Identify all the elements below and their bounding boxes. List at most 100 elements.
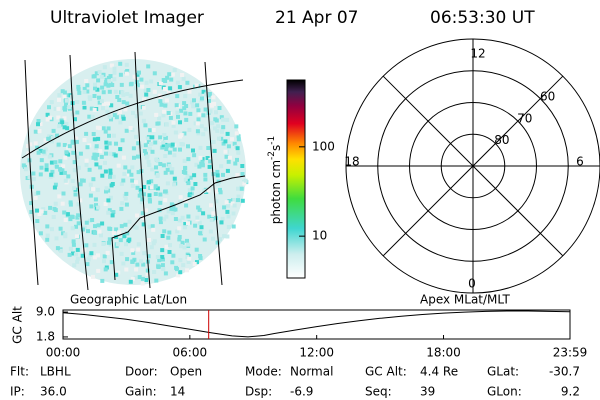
pixel: [136, 247, 141, 252]
pixel: [135, 185, 140, 190]
pixel: [71, 150, 76, 155]
pixel: [97, 126, 102, 131]
pixel: [35, 208, 39, 213]
pixel: [215, 128, 220, 133]
pixel: [121, 92, 126, 97]
pixel: [75, 247, 80, 252]
pixel: [178, 270, 183, 275]
pixel: [169, 77, 174, 82]
pixel: [207, 164, 212, 169]
pixel: [119, 82, 124, 87]
pixel: [168, 243, 172, 248]
pixel: [186, 242, 190, 247]
pixel: [114, 227, 119, 232]
pixel: [60, 120, 65, 125]
pixel: [127, 169, 132, 174]
pixel: [224, 200, 229, 205]
pixel: [57, 194, 62, 199]
pixel: [171, 120, 176, 125]
pixel: [120, 90, 125, 95]
pixel: [54, 236, 59, 241]
pixel: [29, 210, 34, 214]
pixel: [134, 80, 139, 85]
pixel: [78, 182, 83, 187]
pixel: [76, 202, 81, 207]
pixel: [91, 274, 95, 279]
pixel: [183, 222, 188, 226]
pixel: [158, 220, 163, 225]
pixel: [103, 129, 108, 134]
pixel: [177, 226, 182, 231]
pixel: [94, 203, 98, 208]
pixel: [109, 63, 114, 68]
pixel: [45, 233, 50, 238]
pixel: [216, 124, 221, 129]
pixel: [220, 216, 225, 221]
meridian: [134, 51, 151, 289]
pixel: [178, 200, 183, 205]
pixel: [154, 165, 158, 170]
pixel: [202, 237, 207, 242]
pixel: [64, 103, 68, 108]
pixel: [106, 188, 111, 193]
pixel: [123, 107, 128, 112]
pixel: [207, 98, 211, 103]
pixel: [187, 89, 192, 94]
pixel: [176, 114, 180, 119]
pixel: [121, 261, 126, 266]
field-value: 9.2: [561, 385, 580, 399]
pixel: [204, 92, 209, 97]
pixel: [47, 154, 52, 159]
pixel: [188, 190, 192, 195]
pixel: [108, 174, 112, 179]
pixel: [195, 103, 200, 108]
pixel: [137, 275, 142, 280]
pixel: [100, 278, 105, 283]
pixel: [51, 128, 56, 133]
pixel: [62, 143, 67, 147]
pixel: [26, 144, 30, 148]
pixel: [142, 185, 147, 189]
pixel: [148, 128, 153, 133]
field-label: Flt:: [10, 365, 29, 379]
pixel: [56, 115, 61, 120]
pixel: [225, 209, 230, 214]
pixel: [149, 141, 154, 146]
pixel: [109, 183, 114, 188]
pixel: [65, 212, 70, 217]
pixel: [102, 101, 107, 106]
pixel: [86, 229, 90, 234]
pixel: [124, 71, 129, 76]
field-label: GC Alt:: [365, 365, 407, 379]
pixel: [70, 140, 75, 145]
pixel: [56, 106, 61, 111]
title: Ultraviolet Imager: [50, 8, 204, 28]
x-tick-label: 06:00: [173, 346, 208, 360]
pixel: [156, 264, 161, 269]
pixel: [179, 244, 183, 249]
pixel: [126, 239, 131, 244]
pixel: [158, 216, 163, 221]
pixel: [48, 205, 53, 210]
pixel: [197, 164, 202, 169]
pixel: [76, 87, 81, 92]
pixel: [155, 158, 160, 163]
pixel: [39, 209, 44, 214]
pixel: [121, 116, 126, 121]
pixel: [113, 89, 118, 94]
pixel: [235, 173, 240, 177]
pixel: [134, 225, 139, 230]
pixel: [115, 95, 120, 99]
pixel: [191, 104, 196, 109]
pixel: [111, 133, 116, 138]
colorbar-tick-label: 100: [312, 139, 335, 153]
pixel: [162, 229, 167, 234]
pixel: [81, 100, 86, 105]
pixel: [124, 191, 129, 196]
pixel: [161, 140, 166, 145]
pixel: [48, 115, 53, 120]
pixel: [194, 247, 199, 252]
field-value: Open: [170, 365, 202, 379]
pixel: [198, 155, 203, 160]
pixel: [206, 188, 211, 193]
